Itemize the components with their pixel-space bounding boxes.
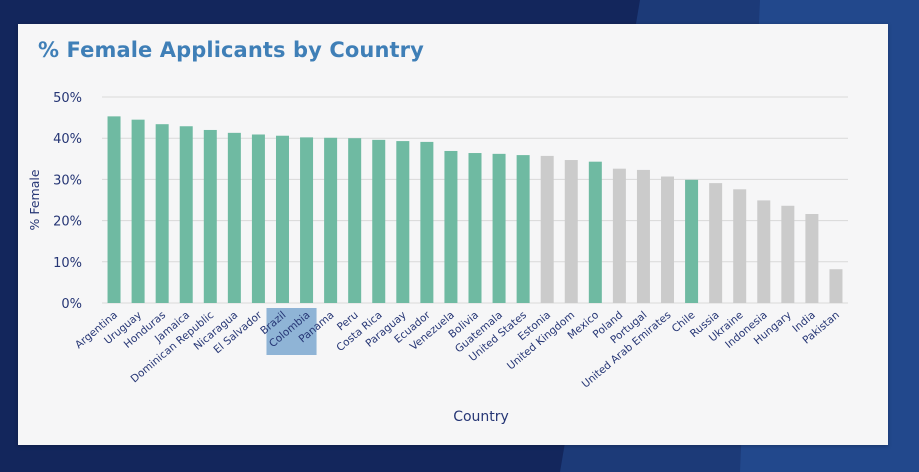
y-tick-label: 30%	[53, 173, 82, 188]
bar-india[interactable]	[805, 214, 819, 303]
bar-russia[interactable]	[709, 183, 723, 303]
y-axis-ticks: 0% 10% 20% 30% 40% 50%	[53, 91, 82, 312]
y-tick-label: 0%	[61, 297, 82, 312]
bar-peru[interactable]	[348, 138, 362, 303]
y-tick-label: 20%	[53, 215, 82, 230]
bar-portugal[interactable]	[636, 169, 650, 303]
bar-panama[interactable]	[324, 137, 338, 303]
bar-united-kingdom[interactable]	[564, 160, 578, 303]
bar-venezuela[interactable]	[444, 150, 458, 303]
bar-guatemala[interactable]	[492, 153, 506, 303]
x-axis-ticks: ArgentinaUruguayHondurasJamaicaDominican…	[73, 309, 842, 391]
bar-bolivia[interactable]	[468, 153, 482, 303]
bar-mexico[interactable]	[588, 161, 602, 303]
bar-hungary[interactable]	[781, 205, 795, 303]
bar-chile[interactable]	[685, 179, 699, 303]
bar-argentina[interactable]	[107, 116, 121, 303]
bar-estonia[interactable]	[540, 155, 554, 303]
bar-united-arab-emirates[interactable]	[661, 176, 675, 303]
bar-colombia[interactable]	[300, 137, 314, 303]
bar-el-salvador[interactable]	[251, 134, 265, 303]
bar-paraguay[interactable]	[396, 141, 410, 303]
chart-title: % Female Applicants by Country	[38, 38, 424, 62]
bar-pakistan[interactable]	[829, 269, 843, 303]
selection-highlight	[266, 308, 317, 355]
bar-indonesia[interactable]	[757, 200, 771, 303]
y-axis-label: % Female	[27, 169, 42, 230]
chart-card: % Female Applicants by Country 0% 10% 20% 3…	[18, 24, 888, 445]
bar-ecuador[interactable]	[420, 141, 434, 303]
bar-nicaragua[interactable]	[227, 132, 241, 303]
bar-brazil[interactable]	[275, 135, 289, 303]
bar-honduras[interactable]	[155, 124, 169, 303]
bar-dominican-republic[interactable]	[203, 129, 217, 303]
y-tick-label: 50%	[53, 91, 82, 106]
label-selection-box	[266, 308, 317, 355]
bar-chart[interactable]: 0% 10% 20% 30% 40% 50% ArgentinaUruguayHondur…	[18, 24, 888, 445]
bar-poland[interactable]	[612, 168, 626, 303]
bar-uruguay[interactable]	[131, 119, 145, 303]
bars	[107, 116, 843, 303]
bar-jamaica[interactable]	[179, 126, 193, 303]
bar-ukraine[interactable]	[733, 189, 747, 303]
y-tick-label: 40%	[53, 132, 82, 147]
y-tick-label: 10%	[53, 256, 82, 271]
bar-united-states[interactable]	[516, 155, 530, 303]
x-axis-label: Country	[453, 409, 509, 425]
bar-costa-rica[interactable]	[372, 139, 386, 303]
